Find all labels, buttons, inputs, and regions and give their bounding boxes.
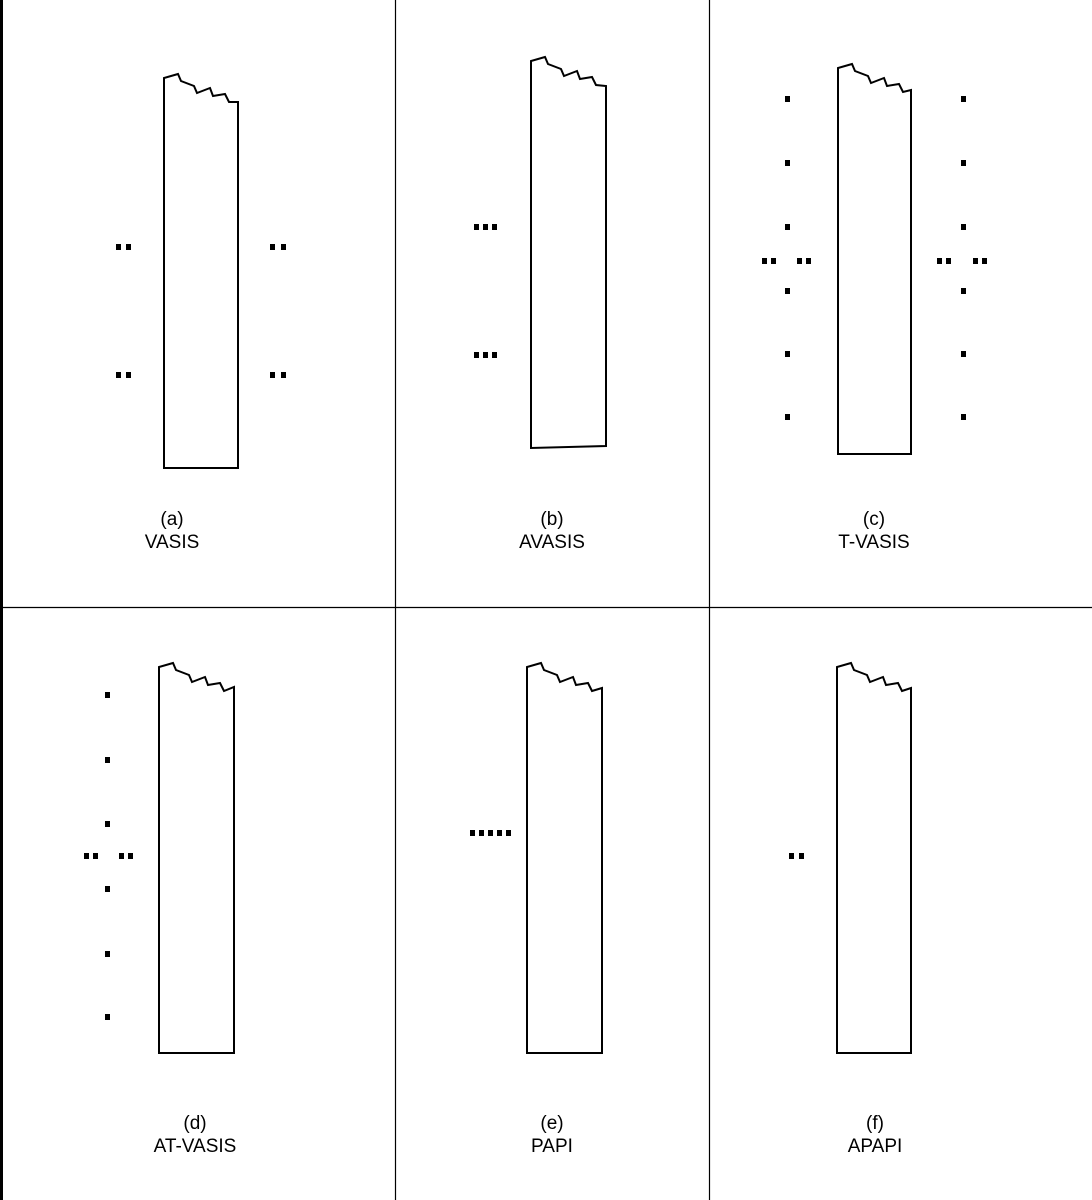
panel-e-drawing (470, 661, 603, 1054)
light-unit (946, 258, 951, 264)
light-unit (126, 372, 131, 378)
caption-b: (b) AVASIS (452, 508, 652, 554)
light-unit (799, 853, 804, 859)
light-unit (806, 258, 811, 264)
light-unit (474, 224, 479, 230)
light-unit (474, 352, 479, 358)
light-unit (492, 352, 497, 358)
light-unit (483, 224, 488, 230)
runway-strip (163, 72, 239, 469)
light-unit (105, 886, 110, 892)
light-unit (785, 288, 790, 294)
light-unit (105, 821, 110, 827)
caption-f: (f) APAPI (775, 1112, 975, 1158)
light-unit (961, 96, 966, 102)
light-units-left (474, 224, 497, 358)
caption-letter: (a) (160, 509, 184, 530)
caption-d: (d) AT-VASIS (95, 1112, 295, 1158)
panel-f-drawing (789, 661, 912, 1054)
runway-strip (530, 55, 607, 450)
light-unit (961, 414, 966, 420)
light-unit (281, 244, 286, 250)
light-unit (785, 414, 790, 420)
light-unit (116, 244, 121, 250)
light-units-right (937, 96, 987, 420)
light-unit (961, 160, 966, 166)
light-unit (105, 692, 110, 698)
light-unit (105, 1014, 110, 1020)
light-unit (937, 258, 942, 264)
light-unit (762, 258, 767, 264)
light-unit (116, 372, 121, 378)
caption-letter: (d) (183, 1113, 207, 1134)
light-unit (270, 372, 275, 378)
light-units-left (470, 830, 511, 836)
light-unit (785, 160, 790, 166)
light-unit (961, 288, 966, 294)
light-units-left (84, 692, 133, 1020)
light-unit (128, 853, 133, 859)
runway-strip (158, 661, 235, 1054)
light-unit (785, 351, 790, 357)
light-unit (488, 830, 493, 836)
panel-b-drawing (474, 55, 607, 450)
light-unit (785, 224, 790, 230)
caption-name: AT-VASIS (153, 1136, 237, 1157)
light-unit (492, 224, 497, 230)
light-unit (270, 244, 275, 250)
light-unit (483, 352, 488, 358)
light-units-left (116, 244, 131, 378)
light-unit (982, 258, 987, 264)
caption-c: (c) T-VASIS (774, 508, 974, 554)
caption-letter: (c) (862, 509, 886, 530)
light-unit (789, 853, 794, 859)
light-unit (105, 951, 110, 957)
light-unit (961, 351, 966, 357)
panel-a-drawing (116, 72, 286, 469)
runway-strip (837, 62, 912, 455)
light-units-right (270, 244, 286, 378)
light-unit (973, 258, 978, 264)
light-unit (84, 853, 89, 859)
light-unit (785, 96, 790, 102)
light-unit (497, 830, 502, 836)
light-unit (961, 224, 966, 230)
caption-a: (a) VASIS (72, 508, 272, 554)
light-unit (797, 258, 802, 264)
runway-strip (526, 661, 603, 1054)
light-unit (506, 830, 511, 836)
light-units-left (789, 853, 804, 859)
caption-letter: (e) (540, 1113, 564, 1134)
light-unit (470, 830, 475, 836)
caption-letter: (f) (866, 1113, 884, 1134)
light-unit (126, 244, 131, 250)
light-unit (93, 853, 98, 859)
panel-c-drawing (762, 62, 987, 455)
caption-name: T-VASIS (838, 532, 910, 553)
panel-d-drawing (84, 661, 235, 1054)
light-unit (479, 830, 484, 836)
light-unit (281, 372, 286, 378)
caption-name: PAPI (531, 1136, 573, 1157)
light-unit (105, 757, 110, 763)
caption-e: (e) PAPI (452, 1112, 652, 1158)
light-units-left (762, 96, 811, 420)
light-unit (771, 258, 776, 264)
caption-name: VASIS (144, 532, 200, 553)
caption-name: AVASIS (519, 532, 585, 553)
caption-name: APAPI (847, 1136, 903, 1157)
light-unit (119, 853, 124, 859)
runway-strip (836, 661, 912, 1054)
caption-letter: (b) (540, 509, 564, 530)
